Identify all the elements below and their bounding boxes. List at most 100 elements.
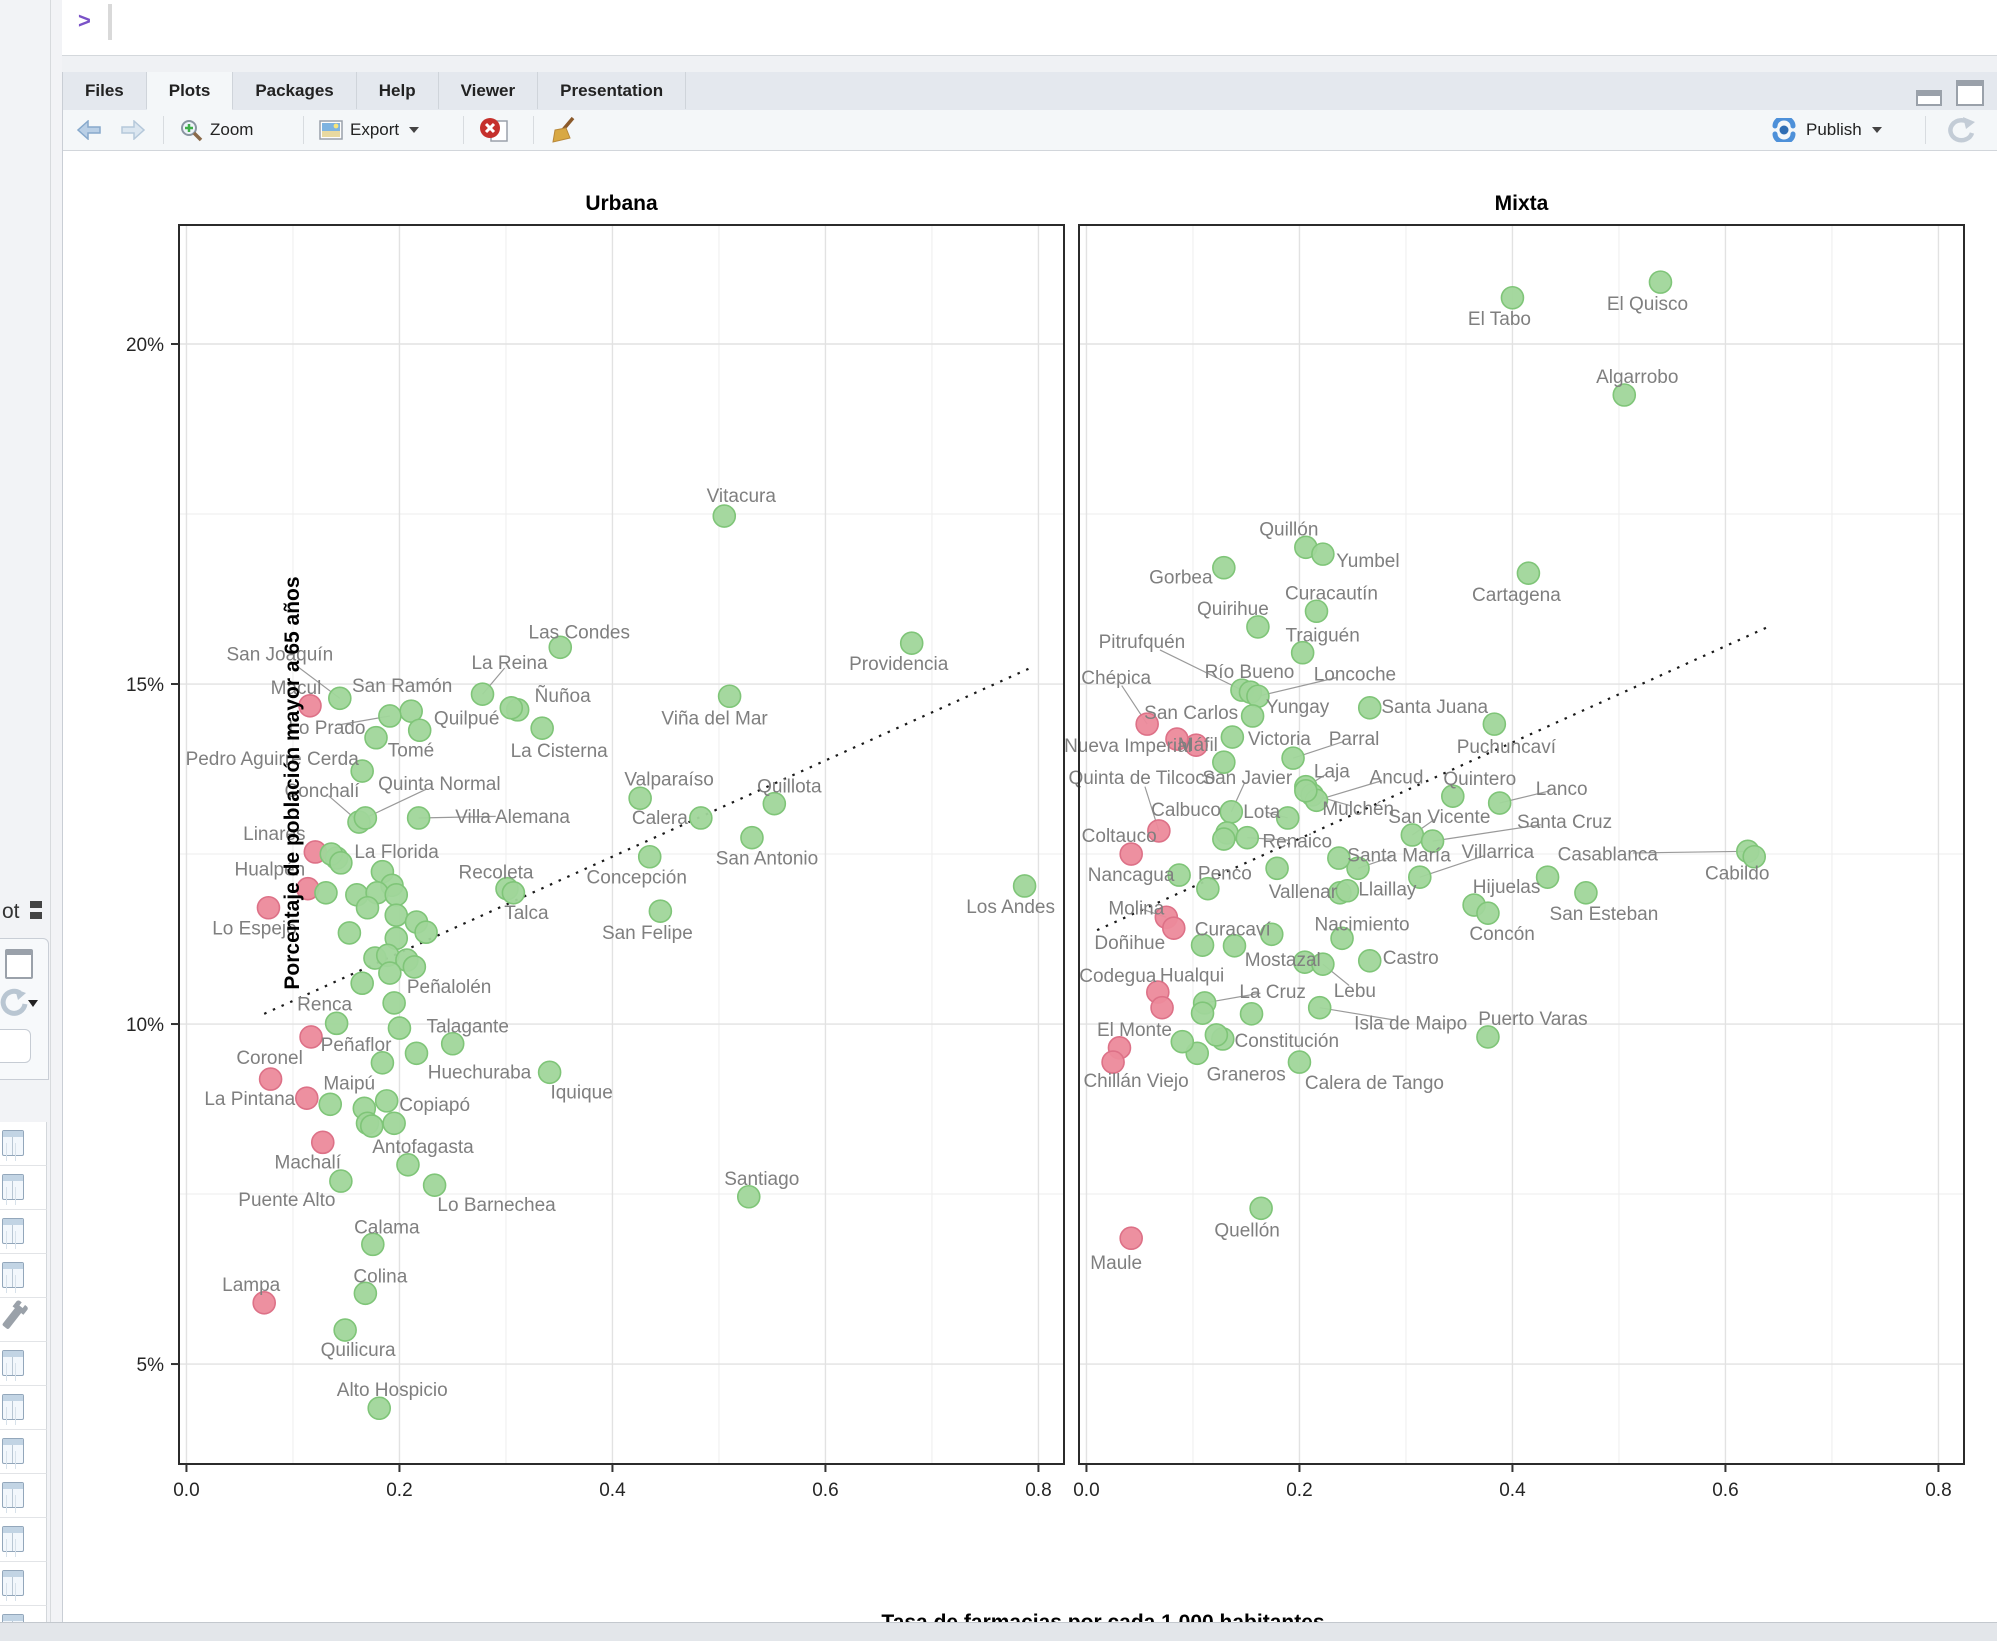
data-point[interactable] (384, 883, 409, 907)
data-point-Llaillay[interactable] (1335, 878, 1360, 903)
data-point-Puchuncaví[interactable] (1482, 712, 1507, 736)
data-point[interactable] (355, 895, 380, 920)
data-point-Algarrobo[interactable] (1612, 383, 1637, 407)
data-point[interactable] (1190, 933, 1215, 957)
data-point-Los Andes[interactable] (1012, 874, 1037, 898)
data-point-Santiago[interactable] (736, 1184, 761, 1209)
data-point-Quinta Normal[interactable] (353, 806, 378, 830)
data-point-Cartagena[interactable] (1516, 561, 1541, 585)
data-point[interactable] (1294, 778, 1318, 803)
refresh-plot-button[interactable] (1943, 110, 1977, 150)
data-point[interactable] (1327, 846, 1351, 870)
list-item[interactable] (0, 1386, 47, 1430)
data-point-El Quisco[interactable] (1648, 270, 1673, 294)
back-button[interactable] (77, 110, 101, 150)
data-point-Chillán Viejo[interactable] (1101, 1050, 1125, 1074)
data-point-Renaico[interactable] (1235, 825, 1260, 850)
list-item[interactable] (0, 1562, 47, 1606)
data-point-Puente Alto[interactable] (329, 1169, 353, 1193)
data-point[interactable] (387, 1016, 412, 1040)
data-point-Victoria[interactable] (1220, 725, 1245, 749)
remove-plot-button[interactable] (479, 110, 509, 150)
data-point-Doñihue[interactable] (1161, 916, 1186, 940)
data-point-La Cisterna[interactable] (530, 716, 554, 741)
data-point[interactable] (499, 696, 524, 720)
data-point-Isla de Maipo[interactable] (1307, 995, 1332, 1020)
data-point-Yumbel[interactable] (1311, 542, 1335, 566)
list-item[interactable] (0, 1342, 47, 1386)
export-menu-button[interactable]: Export (319, 110, 420, 150)
data-point-Lo Barnechea[interactable] (422, 1173, 447, 1197)
list-item[interactable] (0, 1430, 47, 1474)
data-point-Quinta de Tilcoco[interactable] (1147, 819, 1171, 843)
data-point-Lebu[interactable] (1311, 952, 1335, 976)
data-point-San Javier[interactable] (1219, 800, 1244, 824)
data-point-Lampa[interactable] (252, 1291, 276, 1315)
data-point-Hualqui[interactable] (1150, 995, 1174, 1020)
data-point[interactable] (1222, 934, 1247, 958)
data-point[interactable] (1212, 827, 1236, 851)
data-point-Viña del Mar[interactable] (717, 684, 742, 709)
data-point[interactable] (350, 971, 374, 996)
data-point-Penco[interactable] (1196, 876, 1220, 901)
data-point[interactable] (378, 961, 402, 985)
data-point[interactable] (370, 1050, 395, 1075)
data-point-Huechuraba[interactable] (404, 1041, 429, 1066)
data-point-La Reina[interactable] (470, 682, 495, 707)
search-input[interactable] (0, 1029, 31, 1063)
tab-presentation[interactable]: Presentation (538, 72, 687, 109)
data-point-Iquique[interactable] (537, 1060, 562, 1085)
data-point-Machalí[interactable] (310, 1130, 335, 1155)
data-point-Quillota[interactable] (762, 791, 787, 816)
data-point-Chépica[interactable] (1135, 712, 1159, 736)
list-item[interactable] (0, 1518, 47, 1562)
data-point[interactable] (384, 903, 409, 928)
data-point-Yungay[interactable] (1240, 704, 1265, 728)
data-point-Tomé[interactable] (364, 725, 388, 750)
data-point-Curacaví[interactable] (1259, 922, 1284, 947)
data-point[interactable] (1204, 1023, 1229, 1047)
data-point[interactable] (382, 1111, 406, 1136)
data-point-San Joaquín[interactable] (328, 686, 352, 711)
data-point-Calama[interactable] (361, 1232, 385, 1257)
minimize-pane-icon[interactable] (1915, 90, 1942, 106)
data-point-Peñaflor[interactable] (299, 1025, 323, 1049)
data-point-Hijuelas[interactable] (1535, 865, 1560, 889)
data-point-Nacimiento[interactable] (1330, 926, 1354, 951)
tab-viewer[interactable]: Viewer (439, 72, 539, 109)
data-point-Copiapó[interactable] (374, 1089, 399, 1113)
data-point-Coltauco[interactable] (1119, 842, 1143, 866)
zoom-button[interactable]: Zoom (179, 110, 253, 150)
tab-help[interactable]: Help (357, 72, 439, 109)
data-point[interactable] (1239, 1002, 1264, 1026)
data-point[interactable] (402, 955, 427, 979)
list-item[interactable] (0, 1254, 47, 1298)
data-point-Pedro Aguirre Cerda[interactable] (350, 759, 374, 783)
list-item[interactable] (0, 1474, 47, 1518)
data-point-Máfil[interactable] (1212, 750, 1236, 775)
data-point-Parral[interactable] (1281, 746, 1305, 770)
data-point-Lo Prado[interactable] (378, 704, 402, 728)
data-point-Nancagua[interactable] (1167, 863, 1191, 887)
data-point-El Tabo[interactable] (1500, 285, 1525, 310)
data-point-Lota[interactable] (1275, 806, 1300, 830)
list-item[interactable] (0, 1122, 47, 1166)
data-point-Talagante[interactable] (440, 1031, 465, 1056)
data-point-San Antonio[interactable] (740, 825, 764, 850)
data-point[interactable] (314, 880, 338, 905)
data-point[interactable] (337, 921, 362, 945)
data-point-Antofagasta[interactable] (396, 1152, 420, 1177)
data-point[interactable] (1190, 1001, 1215, 1025)
data-point[interactable] (1265, 856, 1289, 881)
maximize-pane-icon[interactable] (1956, 80, 1984, 106)
console-pane[interactable]: > (62, 0, 1997, 56)
tab-plots[interactable]: Plots (146, 72, 234, 110)
data-point-Las Condes[interactable] (548, 635, 573, 660)
data-point-La Pintana[interactable] (294, 1086, 319, 1110)
clear-all-plots-button[interactable] (549, 110, 579, 150)
data-point-Peñalolén[interactable] (382, 991, 406, 1015)
data-point-Quilpué[interactable] (407, 718, 432, 743)
data-point[interactable] (329, 851, 353, 875)
data-point-Santa Cruz[interactable] (1420, 829, 1445, 853)
data-point[interactable] (359, 1114, 384, 1138)
